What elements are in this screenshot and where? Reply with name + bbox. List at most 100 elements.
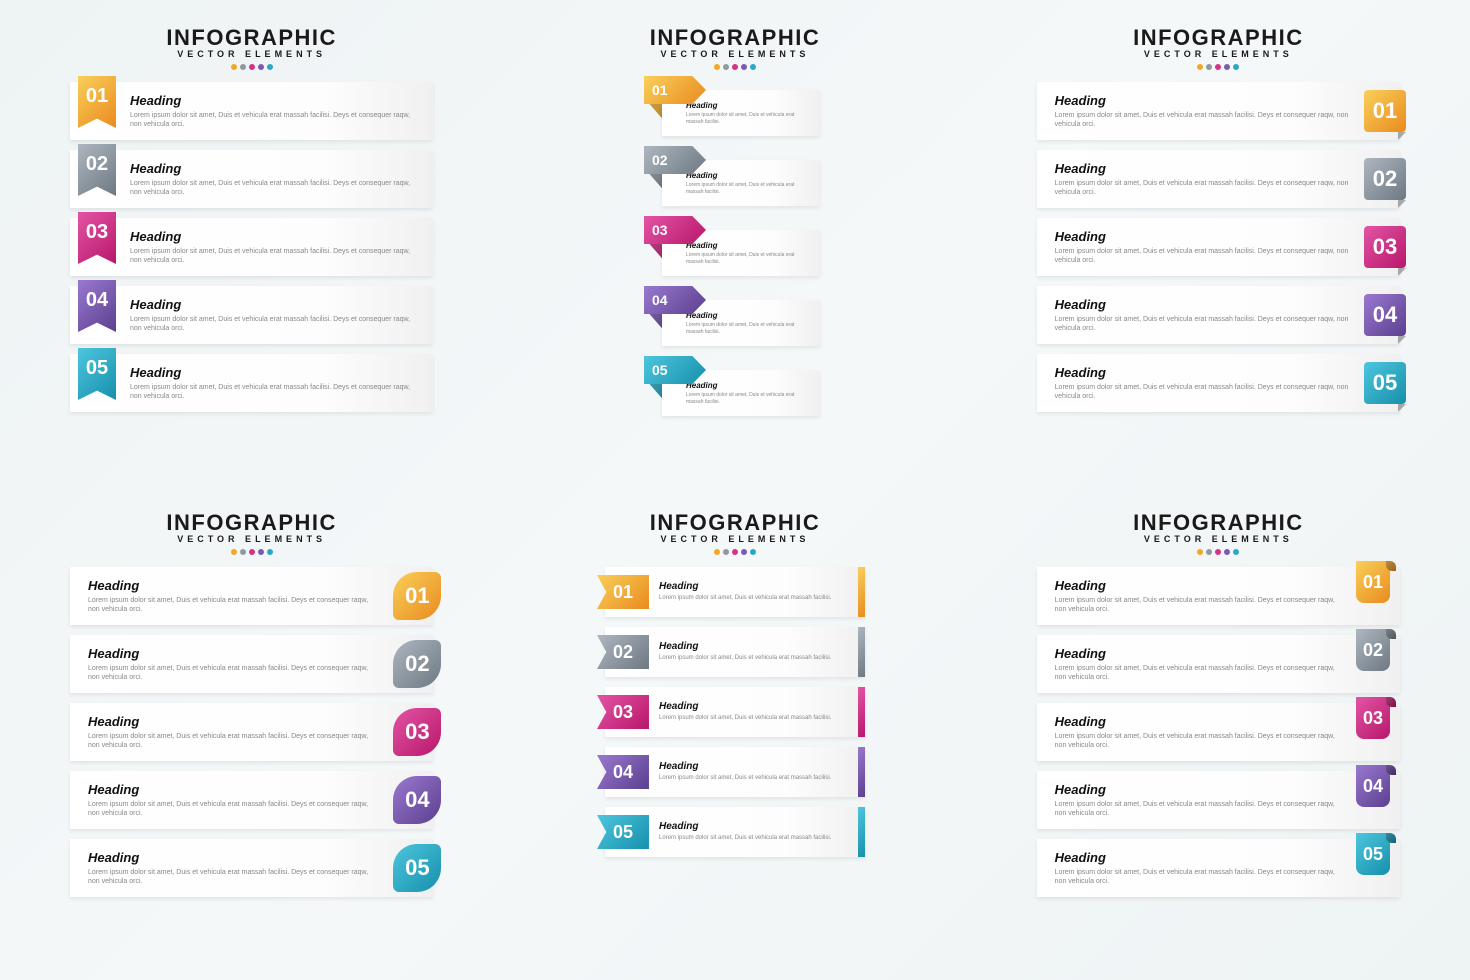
step-number: 02	[1364, 158, 1406, 200]
step-card: Heading Lorem ipsum dolor sit amet, Duis…	[70, 771, 433, 829]
step-badge: 01	[78, 76, 116, 128]
palette-dots	[166, 549, 337, 555]
step-number: 05	[1356, 833, 1390, 875]
step-number: 04	[1364, 294, 1406, 336]
step-stripe	[858, 747, 865, 797]
step-rows: Heading Lorem ipsum dolor sit amet, Duis…	[1037, 567, 1400, 897]
step-text: Heading Lorem ipsum dolor sit amet, Duis…	[1037, 842, 1356, 894]
step-desc: Lorem ipsum dolor sit amet, Duis et vehi…	[1055, 315, 1350, 333]
step-item: Heading Lorem ipsum dolor sit amet, Duis…	[650, 292, 820, 346]
step-desc: Lorem ipsum dolor sit amet, Duis et vehi…	[659, 835, 848, 843]
step-desc: Lorem ipsum dolor sit amet, Duis et vehi…	[1055, 111, 1350, 129]
step-text: Heading Lorem ipsum dolor sit amet, Duis…	[116, 153, 433, 205]
palette-dot	[1197, 64, 1203, 70]
step-badge: 02	[1364, 158, 1406, 200]
palette-dots	[1133, 549, 1304, 555]
step-heading: Heading	[686, 241, 812, 250]
step-card: Heading Lorem ipsum dolor sit amet, Duis…	[1037, 703, 1400, 761]
step-heading: Heading	[1055, 782, 1342, 797]
step-badge: 03	[1364, 226, 1406, 268]
step-number: 01	[1356, 561, 1390, 603]
step-text: Heading Lorem ipsum dolor sit amet, Duis…	[70, 706, 393, 758]
step-rows: 01 Heading Lorem ipsum dolor sit amet, D…	[605, 567, 865, 857]
step-item: Heading Lorem ipsum dolor sit amet, Duis…	[650, 152, 820, 206]
step-desc: Lorem ipsum dolor sit amet, Duis et vehi…	[1055, 247, 1350, 265]
step-desc: Lorem ipsum dolor sit amet, Duis et vehi…	[88, 664, 379, 682]
step-desc: Lorem ipsum dolor sit amet, Duis et vehi…	[130, 315, 419, 333]
step-number: 05	[652, 362, 668, 378]
step-card: 01 Heading Lorem ipsum dolor sit amet, D…	[605, 567, 865, 617]
step-badge: 05	[1364, 362, 1406, 404]
palette-dots	[1133, 64, 1304, 70]
panel-header: INFOGRAPHIC VECTOR ELEMENTS	[1133, 25, 1304, 70]
step-text: Heading Lorem ipsum dolor sit amet, Duis…	[116, 357, 433, 409]
step-rows: Heading Lorem ipsum dolor sit amet, Duis…	[650, 82, 820, 416]
step-item: Heading Lorem ipsum dolor sit amet, Duis…	[650, 222, 820, 276]
step-text: Heading Lorem ipsum dolor sit amet, Duis…	[1037, 638, 1356, 690]
step-number: 03	[1356, 697, 1390, 739]
step-heading: Heading	[1055, 93, 1350, 108]
step-badge: 04	[393, 776, 441, 824]
palette-dot	[714, 64, 720, 70]
step-stripe	[858, 627, 865, 677]
step-heading: Heading	[1055, 297, 1350, 312]
step-desc: Lorem ipsum dolor sit amet, Duis et vehi…	[686, 322, 812, 335]
panel-title: INFOGRAPHIC	[1133, 25, 1304, 51]
infographic-panel-sD: INFOGRAPHIC VECTOR ELEMENTS Heading Lore…	[70, 510, 433, 955]
palette-dots	[166, 64, 337, 70]
step-desc: Lorem ipsum dolor sit amet, Duis et vehi…	[130, 247, 419, 265]
step-text: Heading Lorem ipsum dolor sit amet, Duis…	[649, 695, 858, 729]
step-desc: Lorem ipsum dolor sit amet, Duis et vehi…	[659, 715, 848, 723]
infographic-panel-sB: INFOGRAPHIC VECTOR ELEMENTS Heading Lore…	[553, 25, 916, 470]
step-text: Heading Lorem ipsum dolor sit amet, Duis…	[1037, 153, 1364, 205]
step-text: Heading Lorem ipsum dolor sit amet, Duis…	[70, 638, 393, 690]
step-number: 03	[78, 212, 116, 252]
step-number: 01	[78, 76, 116, 116]
step-stripe	[858, 567, 865, 617]
step-number: 03	[652, 222, 668, 238]
panel-title: INFOGRAPHIC	[166, 510, 337, 536]
palette-dot	[1197, 549, 1203, 555]
step-desc: Lorem ipsum dolor sit amet, Duis et vehi…	[1055, 732, 1342, 750]
step-text: Heading Lorem ipsum dolor sit amet, Duis…	[649, 575, 858, 609]
palette-dot	[231, 64, 237, 70]
step-desc: Lorem ipsum dolor sit amet, Duis et vehi…	[1055, 596, 1342, 614]
step-text: Heading Lorem ipsum dolor sit amet, Duis…	[70, 842, 393, 894]
step-desc: Lorem ipsum dolor sit amet, Duis et vehi…	[88, 732, 379, 750]
step-item: Heading Lorem ipsum dolor sit amet, Duis…	[650, 82, 820, 136]
step-card: 04 Heading Lorem ipsum dolor sit amet, D…	[70, 286, 433, 344]
step-heading: Heading	[1055, 161, 1350, 176]
step-badge: 03	[78, 212, 116, 264]
step-heading: Heading	[1055, 850, 1342, 865]
step-card: Heading Lorem ipsum dolor sit amet, Duis…	[1037, 771, 1400, 829]
step-text: Heading Lorem ipsum dolor sit amet, Duis…	[649, 815, 858, 849]
panel-title: INFOGRAPHIC	[650, 510, 821, 536]
panel-header: INFOGRAPHIC VECTOR ELEMENTS	[166, 25, 337, 70]
step-desc: Lorem ipsum dolor sit amet, Duis et vehi…	[686, 392, 812, 405]
palette-dot	[1224, 64, 1230, 70]
step-number: 03	[597, 695, 649, 729]
step-badge: 01	[1356, 561, 1390, 603]
step-number: 04	[1356, 765, 1390, 807]
step-desc: Lorem ipsum dolor sit amet, Duis et vehi…	[88, 800, 379, 818]
panel-subtitle: VECTOR ELEMENTS	[1133, 49, 1304, 59]
step-stripe	[858, 807, 865, 857]
step-number: 05	[1364, 362, 1406, 404]
palette-dot	[714, 549, 720, 555]
step-badge: 03	[393, 708, 441, 756]
step-heading: Heading	[659, 641, 848, 652]
palette-dot	[1215, 64, 1221, 70]
step-number: 01	[393, 572, 441, 620]
step-badge: 01	[393, 572, 441, 620]
step-number: 02	[597, 635, 649, 669]
palette-dot	[267, 64, 273, 70]
step-badge: 02	[78, 144, 116, 196]
step-badge: 02	[393, 640, 441, 688]
palette-dots	[650, 64, 821, 70]
step-heading: Heading	[130, 297, 419, 312]
palette-dot	[240, 549, 246, 555]
step-number: 02	[78, 144, 116, 184]
step-number: 05	[393, 844, 441, 892]
step-badge: 02	[1356, 629, 1390, 671]
step-heading: Heading	[130, 365, 419, 380]
